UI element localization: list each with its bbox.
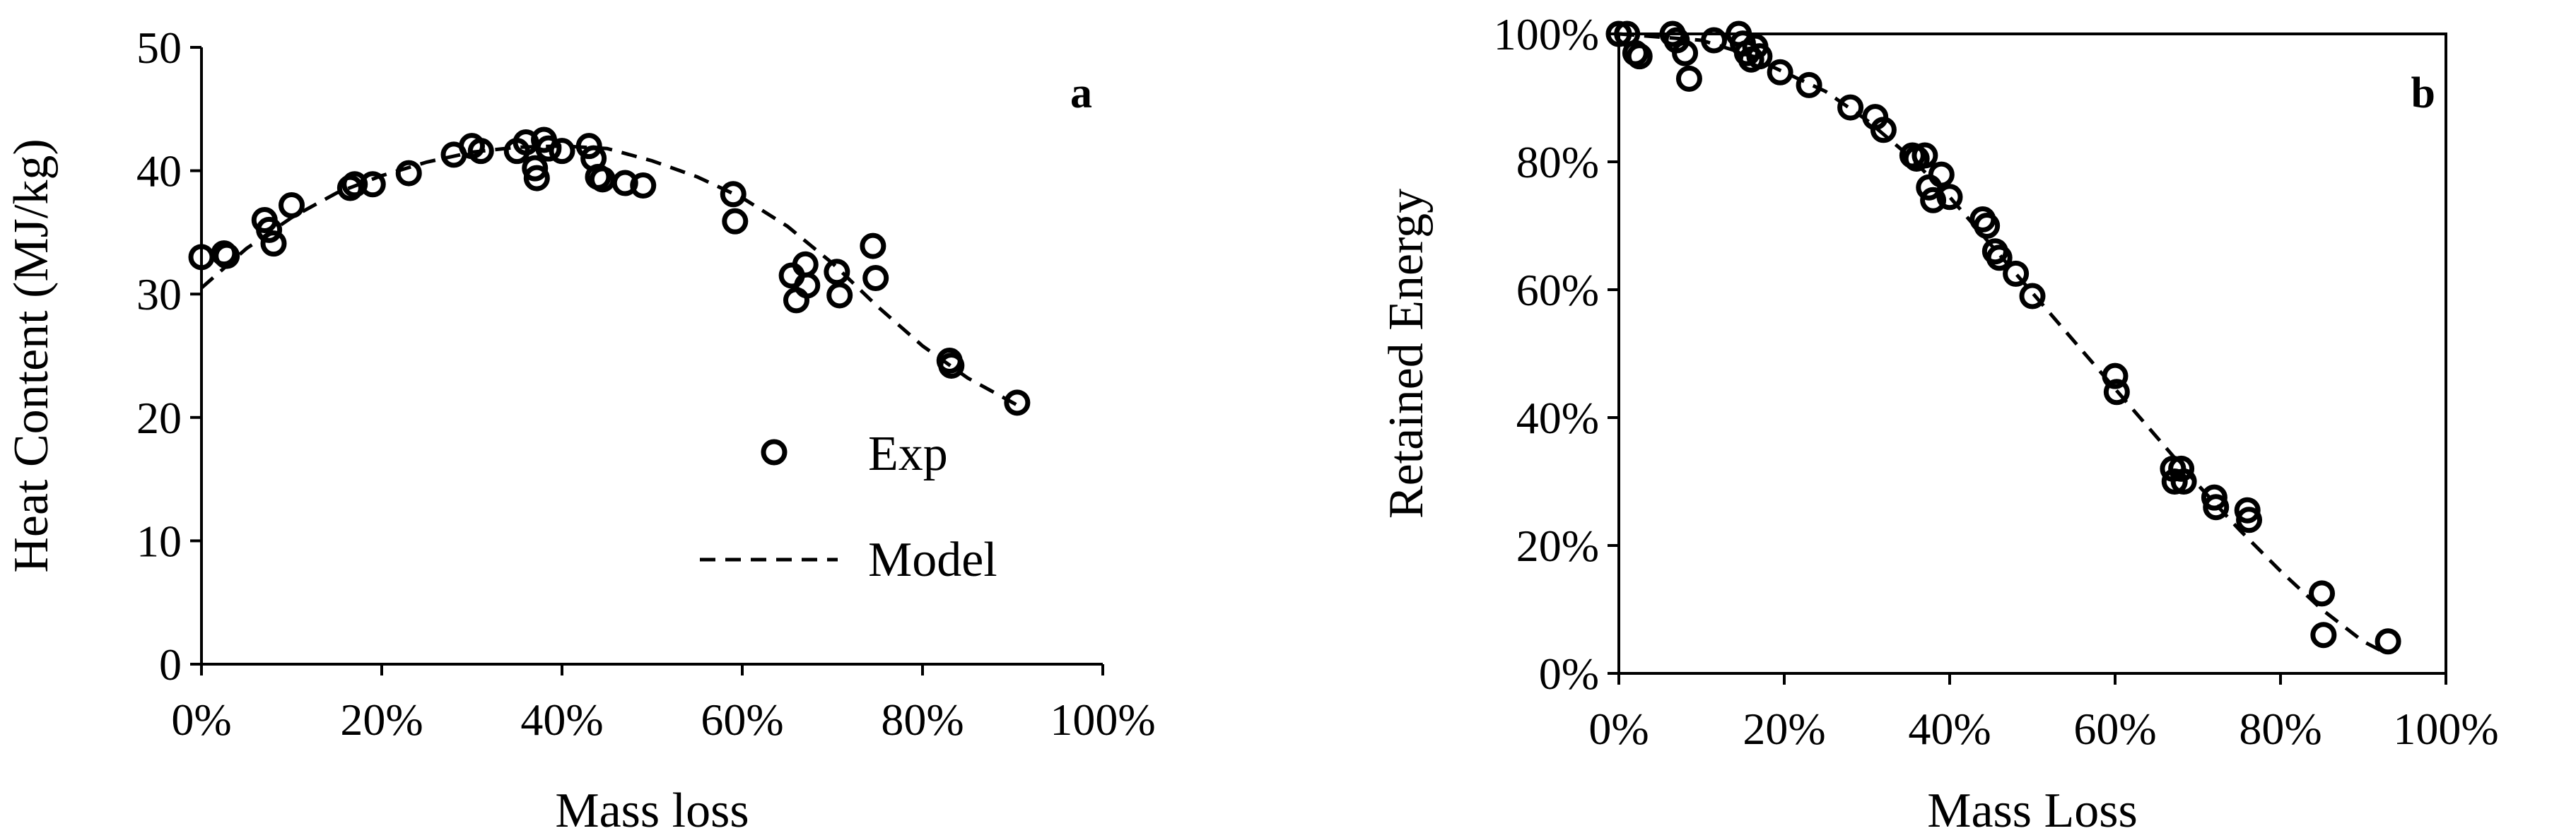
data-point [1974, 213, 2001, 239]
legend-label-model: Model [868, 533, 997, 587]
data-point [2201, 484, 2227, 511]
y-tick-label: 50 [136, 23, 182, 73]
x-tick-label: 100% [2393, 704, 2498, 754]
panel-letter: a [1070, 69, 1092, 117]
x-axis-title: Mass loss [555, 784, 749, 838]
data-point [611, 170, 638, 196]
data-point [395, 160, 422, 187]
data-point [1672, 40, 1699, 66]
data-point [523, 165, 550, 191]
data-point [630, 172, 657, 199]
data-point [1986, 244, 2013, 271]
data-point [1870, 117, 1897, 143]
data-point [256, 216, 283, 243]
data-point [2019, 283, 2046, 309]
data-point [860, 232, 886, 259]
data-point [2161, 468, 2188, 495]
data-point [2375, 628, 2401, 655]
x-tick-label: 40% [1908, 704, 1991, 754]
data-point [1626, 43, 1653, 70]
x-tick-label: 20% [340, 695, 423, 745]
x-tick-label: 0% [171, 695, 231, 745]
y-tick-label: 30 [136, 269, 182, 319]
y-tick-label: 20% [1516, 521, 1599, 571]
model-curve [1618, 32, 2389, 656]
data-point [794, 272, 821, 299]
legend: Exp Model [700, 427, 997, 587]
x-tick-label: 40% [520, 695, 603, 745]
data-point [722, 208, 749, 235]
y-tick-label: 0% [1539, 649, 1599, 699]
data-point [938, 352, 965, 379]
plot-frame [1617, 33, 2447, 675]
data-point [1920, 187, 1947, 213]
y-tick-label: 10 [136, 516, 182, 566]
data-point [535, 135, 562, 162]
x-tick-label: 80% [881, 695, 964, 745]
panel-letter: b [2411, 69, 2435, 117]
data-point [2234, 497, 2261, 524]
data-point [862, 265, 889, 292]
data-point [1004, 389, 1031, 416]
y-axis-title: Heat Content (MJ/kg) [4, 138, 59, 572]
y-tick-label: 80% [1516, 137, 1599, 187]
data-point [1911, 142, 1938, 169]
data-point [513, 129, 539, 155]
y-tick-label: 0 [159, 639, 182, 690]
data-point [1796, 71, 1822, 98]
panel-b-retained-energy-chart: 0% 20% 40% 60% 80% 100% 0% 20% 40% 60% 80% 100% Mass… [1379, 9, 2499, 838]
data-point [279, 191, 305, 218]
y-tick-label: 40 [136, 146, 182, 196]
x-tick-label: 60% [701, 695, 783, 745]
y-tick-label: 20 [136, 393, 182, 443]
x-tick-label: 60% [2073, 704, 2156, 754]
data-point [1936, 184, 1963, 211]
data-point [2003, 260, 2030, 287]
data-point [826, 282, 853, 309]
x-tick-label: 20% [1743, 704, 1825, 754]
data-point [1767, 59, 1793, 85]
y-tick-label: 100% [1494, 9, 1599, 59]
data-point [2310, 622, 2337, 649]
data-point [720, 181, 747, 208]
data-point [2103, 379, 2130, 406]
model-curve [200, 144, 1019, 407]
data-point [824, 259, 850, 285]
panel-a-heat-content-chart: 0% 20% 40% 60% 80% 100% 0 10 20 30 40 50 Mass loss He… [4, 23, 1156, 838]
x-tick-label: 100% [1050, 695, 1155, 745]
data-point [2236, 507, 2263, 533]
x-tick-label: 0% [1588, 704, 1649, 754]
data-point [1928, 161, 1955, 188]
data-point [522, 155, 549, 182]
y-axis-title: Retained Energy [1379, 189, 1434, 519]
data-point [1675, 65, 1702, 92]
data-point [2309, 580, 2335, 607]
data-point [2168, 455, 2195, 482]
data-point [1837, 94, 1864, 121]
x-tick-label: 80% [2239, 704, 2322, 754]
legend-marker-exp [761, 439, 788, 466]
data-point [549, 138, 575, 165]
legend-label-exp: Exp [868, 427, 948, 481]
x-axis-title: Mass Loss [1927, 784, 2138, 838]
y-tick-label: 60% [1516, 265, 1599, 315]
y-tick-label: 40% [1516, 393, 1599, 443]
data-point [2203, 494, 2230, 521]
data-point [341, 171, 368, 198]
data-point [260, 230, 287, 257]
